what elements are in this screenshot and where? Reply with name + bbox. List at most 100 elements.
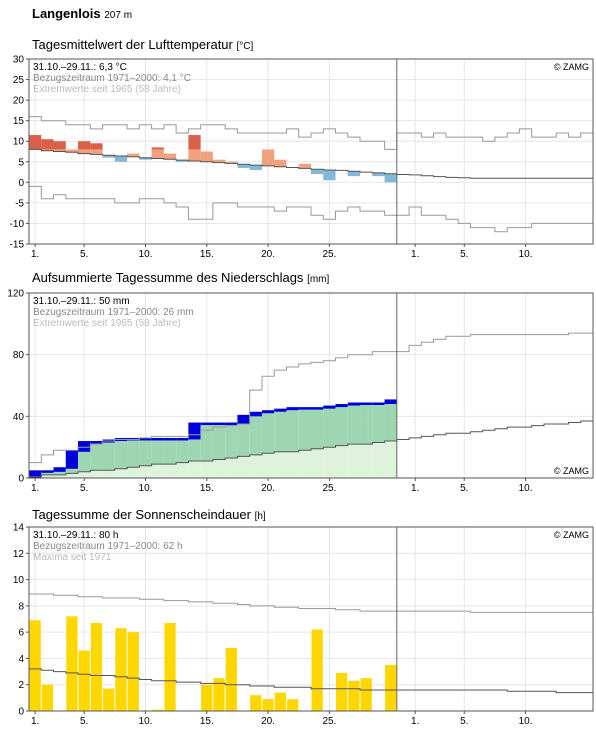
y-tick-label: 120 [7,289,24,300]
sunshine-bar [361,678,372,711]
x-tick-label: 15. [200,249,214,260]
temperature-bar [201,152,213,162]
sunshine-bar [275,693,286,711]
temperature-bar [262,149,274,165]
precip-daily-bar [299,407,311,410]
precip-mean-area [66,473,78,478]
sunshine-bar [66,616,77,711]
sunshine-bar [348,681,359,711]
precip-mean-area [262,453,274,478]
precip-excess-area [323,407,335,447]
temperature-bar-cold [250,165,262,170]
y-tick-label: 20 [13,96,25,107]
sunshine-bar [336,673,347,711]
y-tick-label: 40 [13,412,25,423]
series-max-line [29,117,593,150]
y-tick-label: 80 [13,350,25,361]
info-line: Bezugszeitraum 1971–2000: 4,1 °C [33,73,191,84]
chart-title-sunshine: Tagessumme der Sonnenscheindauer [h] [32,507,266,522]
sunshine-bar [385,665,396,711]
precip-mean-area [90,470,102,478]
precip-daily-bar [54,467,66,472]
y-tick-label: 0 [18,707,24,718]
precip-mean-area [274,452,286,478]
chart-title-precipitation: Aufsummierte Tagessumme des Niederschlag… [32,270,329,285]
x-tick-label: 10. [139,716,153,727]
y-tick-label: 10 [13,137,25,148]
y-tick-label: 0 [18,178,24,189]
y-tick-label: -5 [15,198,24,209]
copyright-label: © ZAMG [554,530,589,540]
temperature-bar [78,149,90,153]
precip-daily-bar [262,410,274,413]
precip-daily-bar [385,399,397,404]
series-max-line [29,594,593,612]
precip-mean-area [103,470,115,478]
x-tick-label: 25. [322,716,336,727]
station-elevation: 207 m [104,10,132,21]
precip-excess-area [250,413,262,455]
precip-daily-bar [225,423,237,426]
precip-mean-area [372,443,384,478]
precip-mean-area [323,447,335,478]
sunshine-bar [201,685,212,711]
x-tick-label: 1. [411,483,419,494]
x-tick-label: 1. [31,716,39,727]
x-tick-label: 5. [80,483,88,494]
precip-daily-bar [372,403,384,406]
precip-daily-bar [66,450,78,468]
info-line: 31.10.–29.11.: 6,3 °C [33,62,127,73]
precip-daily-bar [348,403,360,406]
x-tick-label: 25. [322,249,336,260]
temperature-bar-cold [323,170,335,180]
precip-mean-area [385,441,397,478]
precip-daily-bar [152,438,164,441]
precip-excess-area [90,443,102,471]
x-tick-label: 10. [519,483,533,494]
precip-mean-area [139,466,151,478]
x-tick-label: 15. [200,483,214,494]
temperature-bar-warm [54,141,66,149]
precip-excess-area [103,441,115,470]
plot-frame [29,527,593,711]
precip-mean-area [360,444,372,478]
precip-mean-area [164,464,176,478]
precip-mean-area [176,463,188,478]
temperature-bar [152,149,164,158]
precip-excess-area [176,439,188,462]
precip-mean-area [152,464,164,478]
y-tick-label: -10 [10,219,25,230]
y-tick-label: 4 [18,654,24,665]
temperature-bar [90,149,102,154]
precip-excess-area [201,424,213,461]
precip-daily-bar [323,406,335,409]
precip-daily-bar [274,409,286,412]
precip-mean-area [78,472,90,478]
y-tick-label: 14 [13,523,25,534]
sunshine-bar [79,651,90,711]
temperature-bar-warm [29,135,41,149]
y-tick-label: 6 [18,628,24,639]
sunshine-bar [250,695,261,711]
precip-daily-bar [311,407,323,410]
precip-excess-area [152,439,164,464]
precipitation-chart: 040801201.5.10.15.20.25.1.5.10.31.10.–29… [0,285,596,495]
precip-excess-area [139,439,151,465]
precip-daily-bar [336,404,348,407]
series-min-line [29,186,593,231]
x-tick-label: 20. [261,483,275,494]
temperature-bar [274,160,286,167]
precip-excess-area [348,404,360,444]
precip-mean-area [213,460,225,479]
sunshine-bar [287,699,298,711]
y-tick-label: -15 [10,240,25,251]
precip-mean-area [188,461,200,478]
precip-daily-bar [41,470,53,473]
temperature-bar-warm [90,143,102,149]
x-tick-label: 25. [322,483,336,494]
precip-mean-area [115,469,127,478]
x-tick-label: 10. [139,483,153,494]
precip-daily-bar [90,441,102,444]
sunshine-bar [128,632,139,711]
y-tick-label: 0 [18,474,24,485]
